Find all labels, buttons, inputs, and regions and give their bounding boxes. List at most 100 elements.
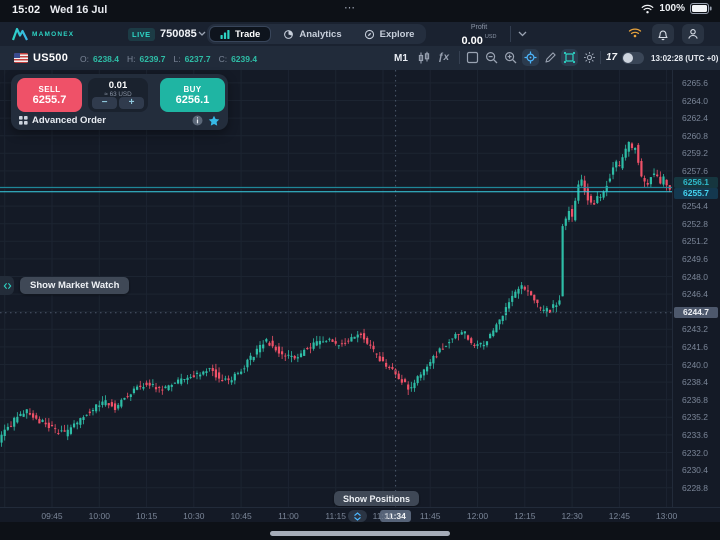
- price-tick-label: 6241.6: [682, 341, 708, 352]
- time-tick-label: 10:45: [230, 511, 252, 521]
- expand-chevrons-icon: [3, 282, 12, 290]
- home-indicator: [270, 531, 450, 536]
- settings-gear-icon[interactable]: [583, 51, 596, 64]
- volume-increase-button[interactable]: +: [119, 97, 144, 109]
- info-icon[interactable]: [192, 115, 203, 126]
- draw-pencil-icon[interactable]: [544, 51, 557, 64]
- crosshair-tool-button[interactable]: [522, 49, 539, 66]
- price-tick-label: 6240.0: [682, 359, 708, 370]
- price-tick-label: 6228.8: [682, 482, 708, 493]
- price-tick-label: 6232.0: [682, 447, 708, 458]
- toolbar-divider: [459, 51, 460, 64]
- time-tick-label: 10:00: [88, 511, 110, 521]
- live-badge: LIVE: [128, 28, 155, 41]
- price-tick-label: 6233.6: [682, 429, 708, 440]
- price-tick-label: 6257.6: [682, 165, 708, 176]
- layout-icon: [563, 51, 576, 64]
- price-tick-label: 6236.8: [682, 394, 708, 405]
- symbol-name[interactable]: US500: [33, 52, 69, 64]
- ask-price-label: 6256.1: [674, 177, 718, 189]
- price-tick-label: 6238.4: [682, 377, 708, 388]
- price-tick-label: 6260.8: [682, 130, 708, 141]
- tab-explore[interactable]: Explore: [354, 26, 425, 42]
- price-tick-label: 6248.0: [682, 271, 708, 282]
- price-tick-label: 6246.4: [682, 289, 708, 300]
- candlestick-chart[interactable]: [0, 70, 672, 507]
- compass-icon: [364, 29, 375, 40]
- volume-decrease-button[interactable]: −: [92, 97, 117, 109]
- volume-estimate: ≈ 63 USD: [104, 91, 132, 98]
- time-axis[interactable]: 11:34 09:45 10:00 10:15 10:30 10:45 11:00 11:1…: [0, 507, 720, 522]
- timeframe-button[interactable]: M1: [394, 53, 408, 64]
- indicators-fx-icon[interactable]: ƒx: [438, 52, 450, 63]
- battery-icon: [690, 3, 712, 14]
- chart-type-candles-icon[interactable]: [417, 51, 431, 65]
- header-divider: [510, 26, 511, 42]
- account-number[interactable]: 750085: [160, 28, 197, 40]
- price-tick-label: 6264.0: [682, 95, 708, 106]
- brand-logo: MAMONEX: [12, 27, 74, 41]
- time-tick-label: 10:30: [183, 511, 205, 521]
- open-value: 6238.4: [92, 54, 119, 64]
- price-tick-label: 6262.4: [682, 113, 708, 124]
- tradingview-toggle[interactable]: [622, 52, 644, 64]
- crosshair-price-label: 6244.7: [674, 306, 718, 318]
- zoom-out-icon[interactable]: [485, 51, 499, 65]
- price-tick-label: 6230.4: [682, 465, 708, 476]
- bottom-safe-area: [0, 522, 720, 540]
- quick-trade-panel: SELL 6255.7 0.01 ≈ 63 USD − + BUY 6256.1…: [11, 74, 228, 130]
- fullscreen-icon[interactable]: [466, 51, 479, 64]
- price-axis[interactable]: 6256.1 6255.7 6244.7 6265.6 6264.0 6262.4 6…: [672, 70, 720, 507]
- person-icon: [687, 28, 699, 40]
- high-label: H:: [126, 54, 136, 64]
- favorite-star-icon[interactable]: [208, 115, 220, 127]
- profit-chevron-down-icon[interactable]: [518, 31, 527, 37]
- account-chevron-down-icon[interactable]: [198, 31, 206, 36]
- show-positions-button[interactable]: Show Positions: [334, 491, 420, 506]
- time-tick-label: 11:15: [325, 511, 346, 521]
- brand-name: MAMONEX: [32, 30, 75, 38]
- main-tabs: Trade Analytics Explore: [207, 24, 427, 44]
- advanced-order-button[interactable]: Advanced Order: [32, 115, 106, 126]
- price-tick-label: 6251.2: [682, 236, 708, 247]
- status-time: 15:02: [12, 4, 41, 16]
- tab-trade[interactable]: Trade: [209, 26, 272, 42]
- tab-analytics-label: Analytics: [299, 28, 342, 40]
- tradingview-logo: 17: [606, 52, 618, 63]
- battery-percent: 100%: [659, 3, 685, 14]
- open-label: O:: [80, 54, 89, 64]
- time-tick-label: 11:00: [278, 511, 299, 521]
- notifications-button[interactable]: [652, 24, 674, 44]
- app-header: MAMONEX LIVE 750085 Trade Analytics Expl…: [0, 22, 720, 47]
- market-watch-handle[interactable]: [0, 276, 14, 295]
- time-tick-label: 13:00: [655, 511, 678, 521]
- high-value: 6239.7: [139, 54, 166, 64]
- price-tick-label: 6265.6: [682, 77, 708, 88]
- us-flag-icon: [14, 53, 28, 63]
- advanced-order-grid-icon: [19, 116, 28, 125]
- profile-button[interactable]: [682, 24, 704, 44]
- close-value: 6239.4: [231, 54, 258, 64]
- toolbar-divider: [600, 51, 601, 64]
- layout-tool-button[interactable]: [561, 49, 578, 66]
- wifi-icon: [641, 4, 654, 14]
- time-tick-label: 09:45: [41, 511, 63, 521]
- status-bar: 15:02 Wed 16 Jul ⋯ 100%: [0, 0, 720, 22]
- time-tick-label: 12:15: [514, 511, 536, 521]
- zoom-in-icon[interactable]: [504, 51, 518, 65]
- tab-explore-label: Explore: [379, 28, 415, 40]
- time-tick-label: 11:45: [419, 511, 441, 521]
- tab-analytics[interactable]: Analytics: [273, 26, 351, 42]
- buy-button[interactable]: BUY 6256.1: [160, 78, 225, 112]
- profit-label: Profit: [470, 24, 488, 31]
- ohlc-readout: O: 6238.4 H: 6239.7 L: 6237.7 C: 6239.4: [80, 54, 261, 64]
- profit-currency: USD: [484, 33, 497, 40]
- multitask-indicator[interactable]: ⋯: [344, 2, 356, 14]
- sell-button[interactable]: SELL 6255.7: [17, 78, 82, 112]
- show-market-watch-button[interactable]: Show Market Watch: [20, 277, 130, 294]
- time-axis-handle-button[interactable]: [348, 510, 367, 522]
- time-tick-label: 12:45: [608, 511, 631, 521]
- volume-value: 0.01: [108, 80, 128, 91]
- sell-price: 6255.7: [32, 93, 67, 106]
